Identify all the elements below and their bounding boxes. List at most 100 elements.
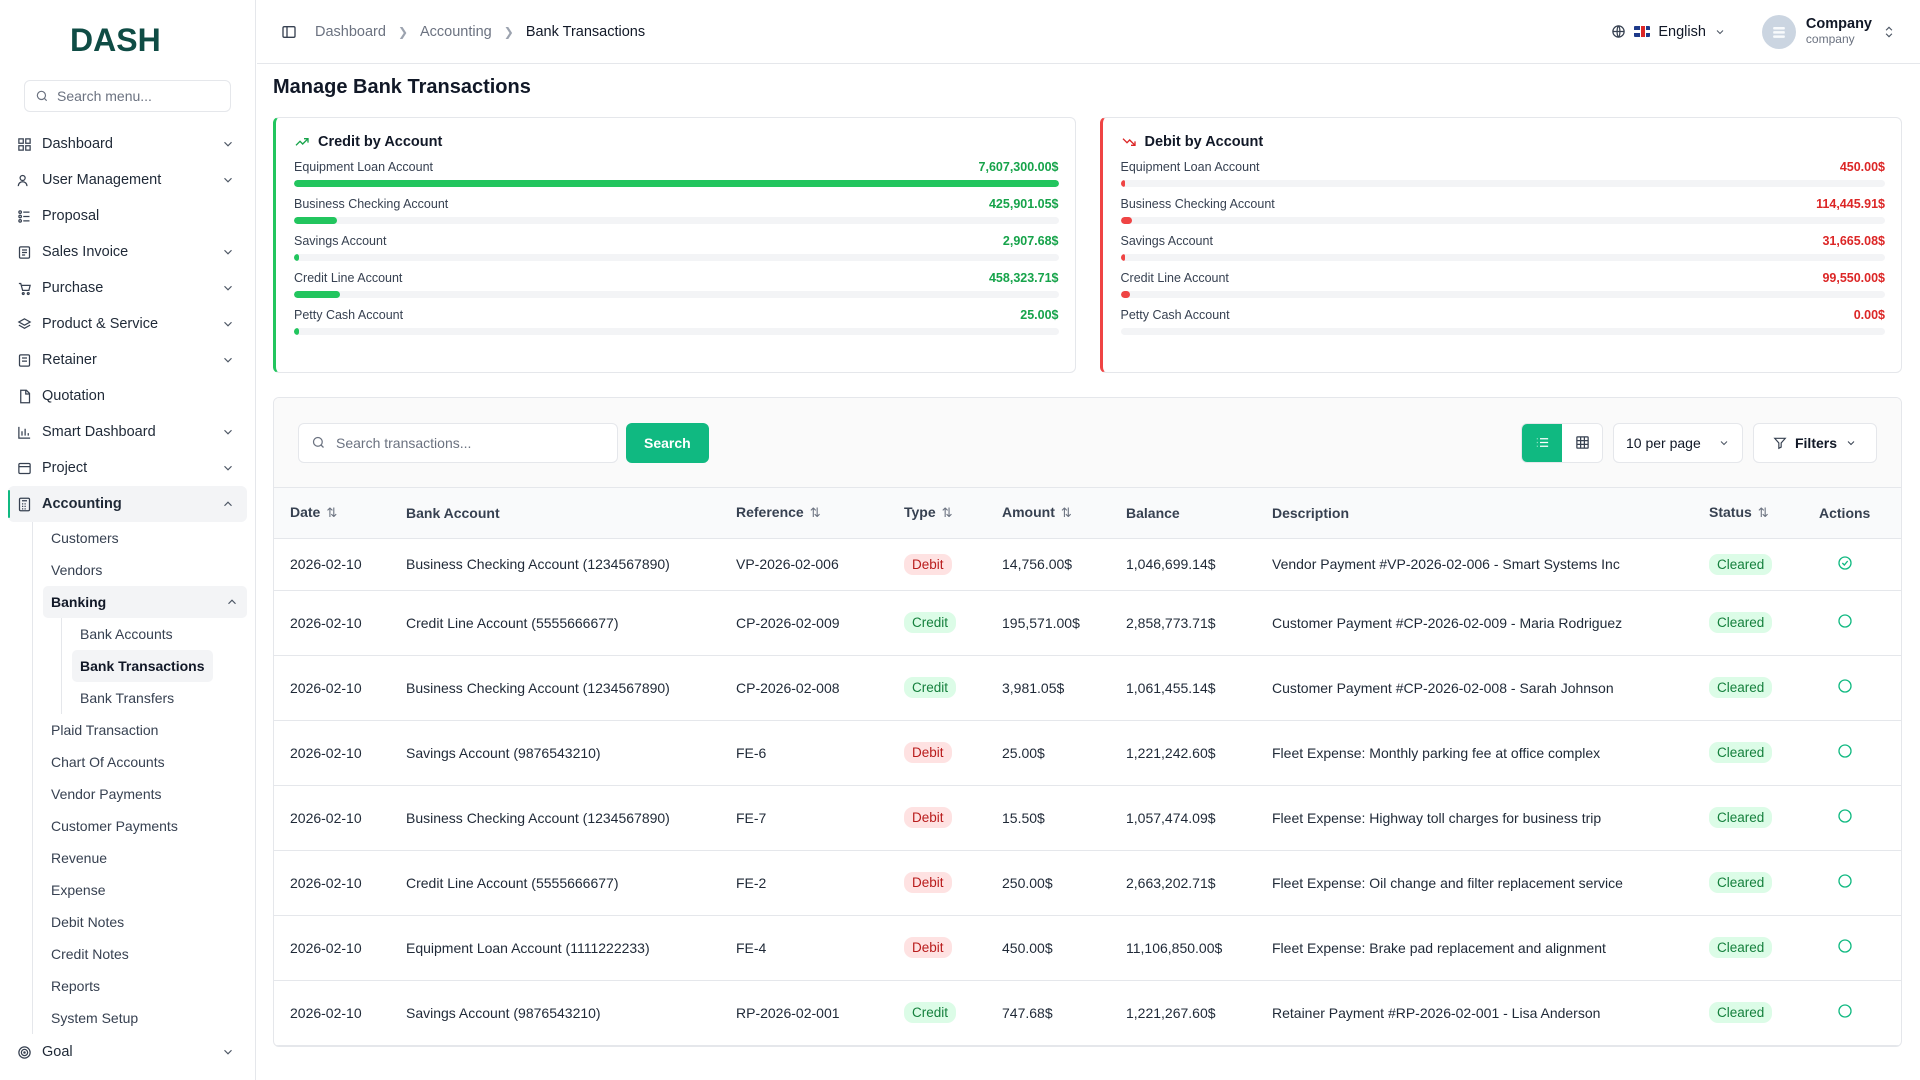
sidebar-item-sales-invoice[interactable]: Sales Invoice	[8, 234, 247, 270]
cell-type: Debit	[888, 538, 986, 590]
circle-icon[interactable]	[1837, 873, 1853, 889]
account-row: Equipment Loan Account 7,607,300.00$	[294, 160, 1059, 187]
check-circle-icon[interactable]	[1837, 555, 1853, 571]
sidebar-item-quotation[interactable]: Quotation	[8, 378, 247, 414]
account-amount: 99,550.00$	[1822, 271, 1885, 285]
search-button[interactable]: Search	[626, 422, 709, 463]
account-progress-bar	[294, 291, 1059, 298]
sidebar-item-product-service[interactable]: Product & Service	[8, 306, 247, 342]
account-progress-bar	[1120, 217, 1885, 224]
cell-balance: 1,221,242.60$	[1126, 744, 1216, 761]
sidebar-item-retainer[interactable]: Retainer	[8, 342, 247, 378]
sidebar-item-customer-payments[interactable]: Customer Payments	[51, 818, 178, 834]
cell-description: Fleet Expense: Oil change and filter rep…	[1272, 874, 1623, 891]
chevron-up-icon	[228, 599, 236, 605]
cell-amount: 14,756.00$	[1002, 556, 1073, 572]
circle-icon[interactable]	[1837, 938, 1853, 954]
cell-reference: FE-2	[736, 874, 767, 891]
circle-icon[interactable]	[1837, 678, 1853, 694]
sidebar-item-bank-transfers[interactable]: Bank Transfers	[80, 690, 175, 706]
sort-icon: ⇅	[326, 505, 338, 521]
sidebar-item-proposal[interactable]: Proposal	[8, 198, 247, 234]
sidebar-item-accounting[interactable]: Accounting	[8, 486, 247, 522]
status-badge: Cleared	[1709, 677, 1773, 698]
chevron-down-icon	[224, 141, 232, 147]
circle-icon[interactable]	[1837, 1003, 1853, 1019]
filter-icon	[1773, 437, 1787, 449]
sidebar-item-bank-transactions[interactable]: Bank Transactions	[72, 650, 213, 682]
filters-button[interactable]: Filters	[1753, 422, 1877, 463]
menu-search-input[interactable]: Search menu...	[24, 80, 231, 112]
sidebar-toggle-icon[interactable]	[281, 24, 297, 40]
cell-amount: 25.00$	[1002, 744, 1045, 761]
account-amount: 2,907.68$	[1002, 234, 1059, 248]
sidebar-item-plaid-transaction[interactable]: Plaid Transaction	[51, 722, 159, 738]
search-placeholder: Search transactions...	[336, 434, 472, 451]
sidebar-item-banking[interactable]: Banking	[43, 586, 247, 618]
sidebar-item-revenue[interactable]: Revenue	[51, 850, 108, 866]
cell-bank-account: Savings Account (9876543210)	[406, 1004, 601, 1021]
account-name: Equipment Loan Account	[294, 160, 433, 174]
sidebar-item-smart-dashboard[interactable]: Smart Dashboard	[8, 414, 247, 450]
col-status[interactable]: Status ⇅	[1709, 504, 1769, 521]
sidebar-item-goal[interactable]: Goal	[8, 1034, 247, 1070]
sidebar-item-label: Goal	[42, 1044, 73, 1060]
sidebar-item-credit-notes[interactable]: Credit Notes	[51, 946, 129, 962]
sidebar-item-system-setup[interactable]: System Setup	[51, 1010, 139, 1026]
transaction-search-input[interactable]: Search transactions...	[298, 422, 618, 463]
circle-icon[interactable]	[1837, 808, 1853, 824]
account-amount: 425,901.05$	[988, 197, 1059, 211]
transactions-panel: Search transactions... Search 10 per pag…	[273, 397, 1902, 1047]
sidebar-item-vendor-payments[interactable]: Vendor Payments	[51, 786, 162, 802]
company-name: Company	[1805, 15, 1872, 32]
account-name: Savings Account	[1120, 234, 1213, 248]
sidebar-item-chart-of-accounts[interactable]: Chart Of Accounts	[51, 754, 165, 770]
circle-icon[interactable]	[1837, 613, 1853, 629]
sidebar-item-vendors[interactable]: Vendors	[51, 562, 103, 578]
sidebar-item-project[interactable]: Project	[8, 450, 247, 486]
cell-bank-account: Credit Line Account (5555666677)	[406, 614, 619, 631]
cell-reference: FE-6	[736, 744, 767, 761]
breadcrumb-dashboard[interactable]: Dashboard	[315, 23, 386, 40]
company-role: company	[1805, 31, 1855, 46]
sidebar-item-purchase[interactable]: Purchase	[8, 270, 247, 306]
account-name: Business Checking Account	[1120, 197, 1275, 211]
search-icon	[36, 90, 48, 102]
sidebar-item-label: Accounting	[42, 496, 122, 512]
list-view-button[interactable]	[1522, 423, 1562, 462]
sidebar-item-reports[interactable]: Reports	[51, 978, 101, 994]
sidebar-item-label: Purchase	[42, 280, 104, 296]
circle-icon[interactable]	[1837, 743, 1853, 759]
cell-date: 2026-02-10	[290, 874, 362, 891]
per-page-select[interactable]: 10 per page	[1613, 422, 1743, 463]
sidebar-item-expense[interactable]: Expense	[51, 882, 106, 898]
status-badge: Cleared	[1709, 742, 1773, 763]
dash-logo-icon: DASH	[70, 23, 161, 57]
top-bar: Dashboard ❯ Accounting ❯ Bank Transactio…	[257, 0, 1920, 64]
sidebar-item-bank-accounts[interactable]: Bank Accounts	[80, 626, 173, 642]
account-row: Business Checking Account 114,445.91$	[1120, 197, 1885, 224]
grid-view-button[interactable]	[1562, 423, 1602, 462]
account-amount: 114,445.91$	[1816, 197, 1885, 211]
project-icon	[16, 460, 32, 476]
cell-type: Debit	[888, 720, 986, 785]
sidebar-item-customers[interactable]: Customers	[51, 530, 119, 546]
chevron-right-icon: ❯	[503, 24, 514, 39]
users-icon	[16, 172, 32, 188]
sidebar-item-debit-notes[interactable]: Debit Notes	[51, 914, 125, 930]
sidebar-item-label: Sales Invoice	[42, 244, 129, 260]
sidebar-item-dashboard[interactable]: Dashboard	[8, 126, 247, 162]
col-date[interactable]: Date ⇅	[290, 504, 338, 521]
company-switcher[interactable]: Company company	[1761, 14, 1896, 49]
filters-label: Filters	[1794, 434, 1837, 451]
col-reference[interactable]: Reference ⇅	[736, 504, 821, 521]
col-type[interactable]: Type ⇅	[904, 504, 953, 521]
cell-amount: 195,571.00$	[1002, 614, 1080, 631]
brand-logo[interactable]: DASH	[0, 0, 255, 80]
col-amount[interactable]: Amount ⇅	[1002, 504, 1072, 521]
table-header-row: Date ⇅ Bank Account Reference ⇅ Type ⇅ Amou…	[274, 488, 1901, 538]
sidebar-item-user-management[interactable]: User Management	[8, 162, 247, 198]
language-selector[interactable]: English	[1611, 24, 1726, 40]
layers-icon	[16, 316, 32, 332]
breadcrumb-accounting[interactable]: Accounting	[420, 23, 492, 40]
